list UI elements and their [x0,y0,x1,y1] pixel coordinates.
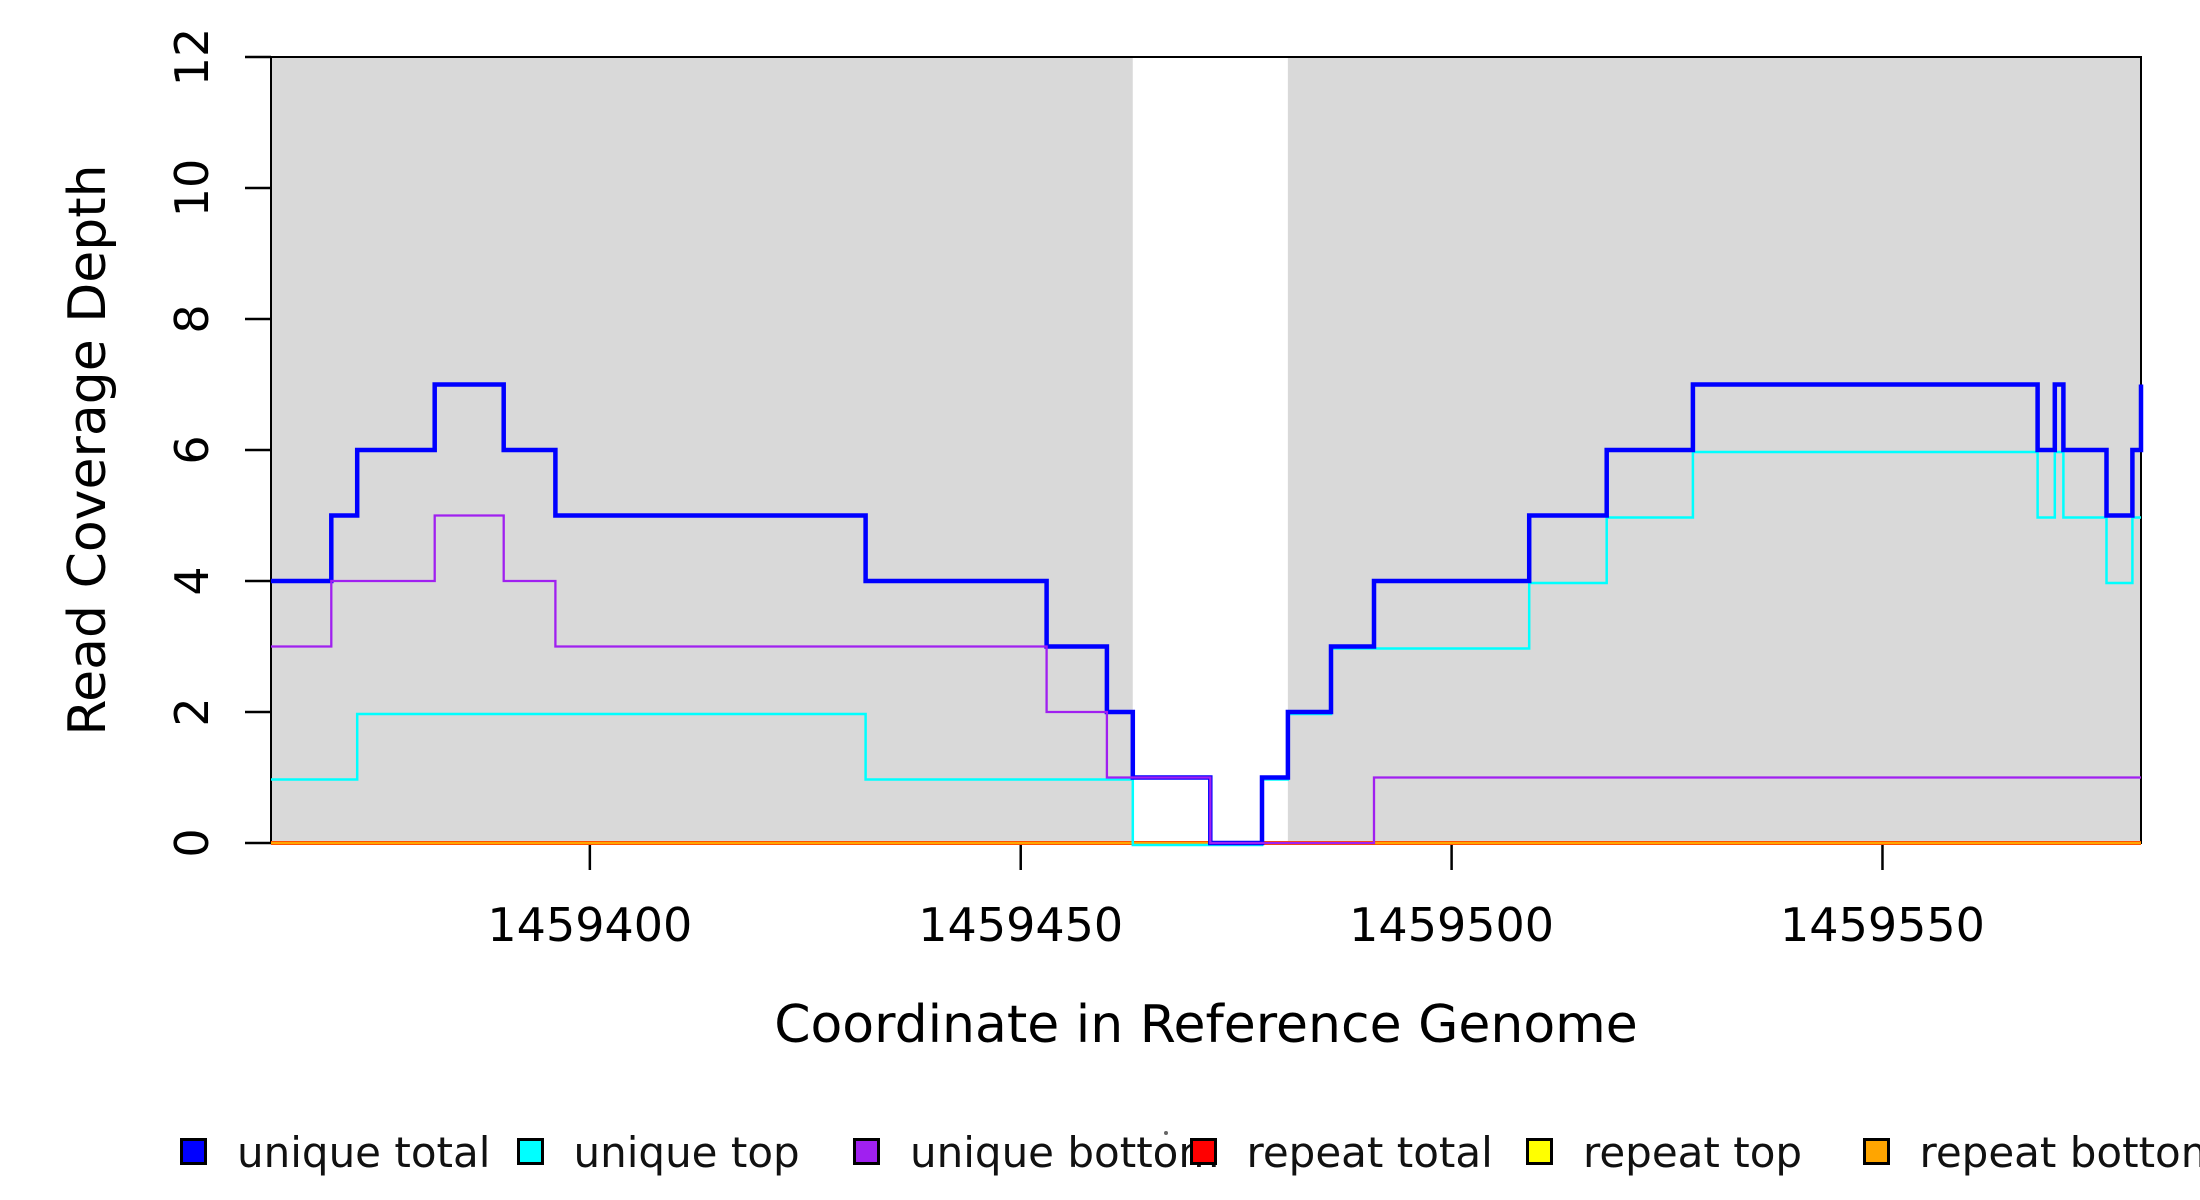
legend-label-repeat-bottom: repeat bottom [1919,1128,2200,1177]
legend-label-unique-total: unique total [237,1128,491,1177]
x-axis-title: Coordinate in Reference Genome [774,995,1638,1055]
x-tick-label: 1459550 [1780,898,1985,952]
legend-swatch-unique-top [516,1138,544,1165]
y-tick-label: 12 [165,27,219,87]
legend-swatch-repeat-bottom [1862,1138,1890,1165]
legend-label-unique-top: unique top [573,1128,800,1177]
legend-label-repeat-top: repeat top [1583,1128,1803,1177]
legend-swatch-repeat-top [1526,1138,1553,1165]
legend-label-unique-bottom: unique bottom [910,1128,1220,1177]
legend-label-repeat-total: repeat total [1246,1128,1493,1177]
data-series-layer [271,382,2144,847]
y-tick-label: 8 [165,304,219,334]
tiny-dot-artifact [1164,1131,1168,1135]
shaded-regions-layer [271,57,2141,843]
right-gray-region [1287,57,2141,843]
legend-swatch-unique-bottom [853,1138,880,1165]
y-tick-label: 0 [165,828,219,858]
series-unique-top [271,450,2141,847]
x-tick-label: 1459400 [487,898,693,952]
legend-swatch-unique-total [180,1138,207,1165]
y-tick-label: 2 [165,697,219,727]
y-tick-label: 6 [165,435,219,465]
y-axis-title: Read Coverage Depth [58,164,118,736]
series-unique-bottom [271,514,2141,845]
x-tick-label: 1459450 [918,898,1124,952]
series-unique-total [271,382,2144,846]
x-tick-label: 1459500 [1349,898,1555,952]
y-tick-label: 4 [165,566,219,596]
legend-swatch-repeat-total [1189,1138,1217,1165]
y-tick-label: 10 [165,158,219,218]
axis-ticks-layer [245,55,1884,870]
